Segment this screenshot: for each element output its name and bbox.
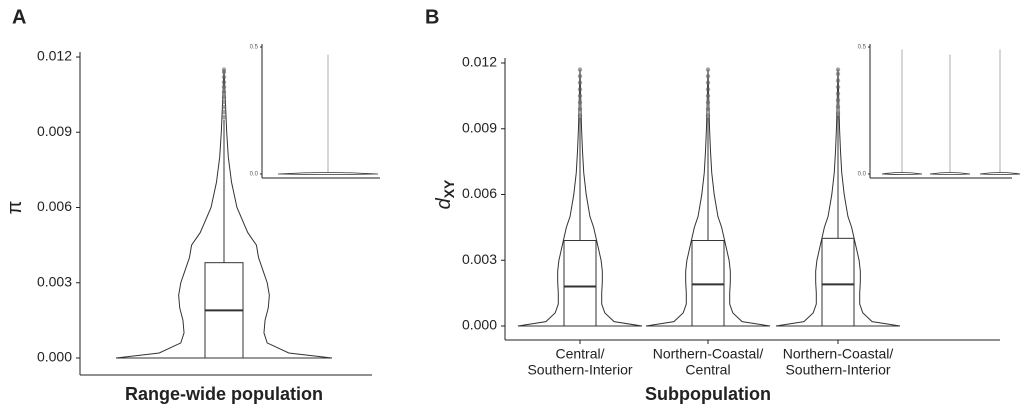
- outlier: [835, 78, 841, 83]
- outlier: [705, 67, 711, 72]
- x-tick-label: Southern-Interior: [527, 362, 632, 378]
- outlier: [835, 98, 841, 103]
- outlier: [705, 93, 711, 99]
- y-axis-label-main: π: [4, 201, 26, 215]
- x-axis-label: Range-wide population: [125, 384, 323, 404]
- outlier: [221, 84, 227, 90]
- outlier: [705, 73, 711, 79]
- outlier: [221, 104, 227, 110]
- y-tick-label: 0.003: [462, 251, 497, 267]
- box: [563, 240, 597, 327]
- inset-y-tick-label: 0.5: [858, 45, 867, 51]
- outlier: [835, 104, 841, 110]
- inset-y-tick-label: 0.0: [858, 172, 867, 178]
- outlier: [221, 115, 227, 120]
- outlier: [577, 87, 583, 92]
- y-tick-label: 0.000: [462, 317, 497, 333]
- outlier: [221, 89, 227, 95]
- x-axis-label: Subpopulation: [645, 384, 771, 404]
- x-tick-label: Central: [685, 362, 730, 378]
- y-axis-label: dXY: [433, 179, 456, 209]
- y-tick-label: 0.009: [37, 123, 72, 139]
- y-tick-label: 0.009: [462, 119, 497, 135]
- y-axis-label: π: [4, 201, 26, 215]
- outlier: [705, 106, 711, 112]
- outlier: [577, 106, 583, 112]
- outlier: [705, 80, 711, 85]
- outlier: [221, 67, 227, 72]
- y-axis-label-main: d: [433, 197, 455, 209]
- outlier: [577, 113, 583, 118]
- outlier: [835, 111, 841, 116]
- outlier: [577, 67, 583, 72]
- inset-violin: [979, 172, 1021, 175]
- box: [691, 240, 725, 327]
- inset-violin: [881, 172, 923, 175]
- outlier: [577, 100, 583, 105]
- y-tick-label: 0.012: [37, 48, 72, 64]
- y-tick-label: 0.003: [37, 273, 72, 289]
- inset-violin: [277, 172, 379, 175]
- y-tick-label: 0.012: [462, 54, 497, 70]
- outlier: [221, 94, 227, 100]
- panel-label: A: [12, 6, 26, 28]
- outlier: [705, 100, 711, 105]
- outlier: [221, 79, 227, 85]
- outlier: [221, 99, 227, 105]
- box: [821, 237, 855, 327]
- panel-label: B: [425, 6, 439, 28]
- y-tick-label: 0.000: [37, 349, 72, 365]
- x-tick-label: Northern-Coastal/: [653, 346, 764, 362]
- outlier: [577, 80, 583, 85]
- outlier: [221, 74, 227, 80]
- x-tick-label: Southern-Interior: [785, 362, 890, 378]
- outlier: [835, 91, 841, 96]
- outlier: [835, 67, 841, 72]
- outlier: [577, 73, 583, 79]
- outlier: [835, 71, 841, 77]
- y-tick-label: 0.006: [37, 198, 72, 214]
- inset-y-tick-label: 0.5: [250, 45, 259, 51]
- outlier: [835, 84, 841, 90]
- outlier: [705, 87, 711, 92]
- inset-violin: [929, 172, 971, 175]
- y-axis-label-subscript: XY: [441, 179, 457, 198]
- outlier: [221, 109, 227, 115]
- inset-y-tick-label: 0.0: [250, 172, 259, 178]
- x-tick-label: Central/: [555, 346, 604, 362]
- outlier: [577, 93, 583, 99]
- x-tick-label: Northern-Coastal/: [783, 346, 894, 362]
- outlier: [705, 113, 711, 118]
- y-tick-label: 0.006: [462, 185, 497, 201]
